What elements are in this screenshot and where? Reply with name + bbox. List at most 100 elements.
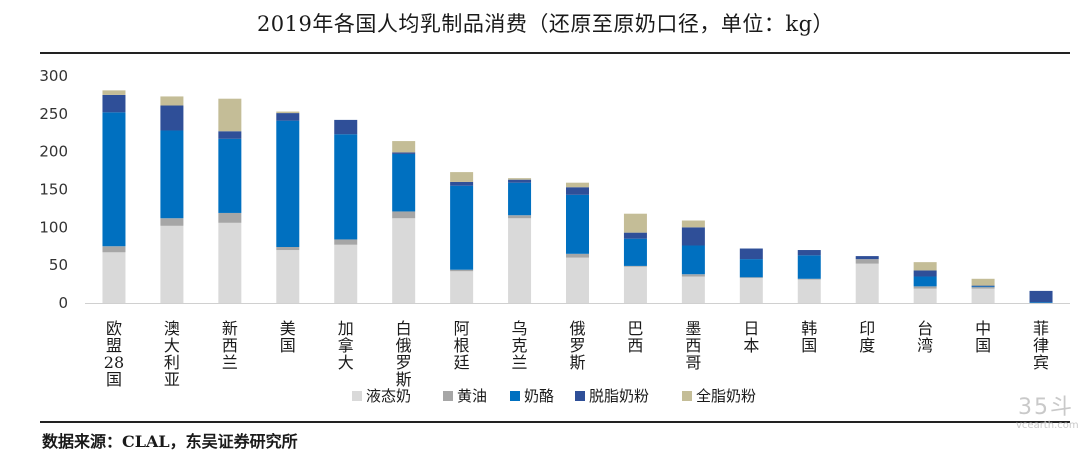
bar-segment [276,113,300,121]
bar-segment [971,286,995,288]
bar-segment [392,218,416,303]
bar-segment [623,266,647,303]
legend-swatch [443,391,453,401]
bar-segment [1029,290,1053,303]
x-axis-labels: 欧盟 28 国 澳大利亚 新西兰 美国 加拿大 白俄罗斯 阿根廷 乌克兰 俄罗斯 巴西 墨西哥 日本 韩国 印… [104,319,1049,389]
bar-segment [971,288,995,303]
bar-segment [450,185,474,270]
bar-segment [623,213,647,233]
x-tick-label: 加拿大 [338,319,354,372]
bar-segment [160,130,184,219]
x-tick-label: 白俄罗斯 [396,319,412,389]
legend-swatch [682,391,692,401]
x-tick-label: 巴西 [627,319,643,355]
bar-segment [739,277,763,279]
bar-segment [913,286,937,289]
bar-segment [276,120,300,247]
y-tick-label: 0 [58,294,68,312]
bar-segment [797,279,821,303]
bar-segment [508,215,532,219]
bar-segment [971,287,995,289]
bar-segment [160,218,184,226]
bar-segment [739,248,763,260]
bar-segment [218,222,242,303]
x-tick-label: 墨西哥 [685,319,701,372]
bar-segment [681,245,705,275]
legend-swatch [510,391,520,401]
y-tick-label: 200 [39,143,68,161]
y-tick-label: 50 [49,256,68,274]
bar-segment [392,211,416,219]
bar-segment [218,98,242,132]
bar-segment [276,111,300,114]
source-note: 数据来源：CLAL，东吴证券研究所 [42,432,298,451]
bar-segment [392,153,416,212]
x-tick-label: 印度 [859,319,875,355]
bar-segment [218,138,242,213]
bar-segment [681,276,705,303]
bar-segment [218,212,242,223]
bar-segment [102,246,126,253]
bar-segment [392,152,416,154]
bar-segment [102,252,126,303]
bar-segment [913,288,937,303]
watermark-site: vcearth.com [1016,420,1079,431]
stacked-bar-chart: 0 50 100 150 200 250 300 欧盟 28 国 澳大利亚 新西兰 美国 加拿大 白俄罗斯… [39,67,1070,405]
bar-segment [566,257,589,303]
x-tick-label: 台湾 [917,319,933,355]
y-tick-label: 150 [39,181,68,199]
bar-segment [450,181,474,186]
bar-segment [508,178,532,180]
bar-segment [160,96,184,106]
y-tick-label: 300 [39,67,68,85]
legend-swatch [352,391,362,401]
x-tick-label: 韩国 [801,319,817,355]
bar-segment [334,119,358,135]
bar-segment [623,232,647,239]
legend-swatch [575,391,585,401]
bar-segment [971,285,995,287]
x-tick-label: 俄罗斯 [569,319,585,372]
title-divider [40,52,1070,54]
bar-segment [797,250,821,256]
bar-segment [797,255,821,279]
y-axis: 0 50 100 150 200 250 300 [39,67,1070,312]
source-divider [40,421,1070,423]
bar-segment [102,90,126,95]
x-tick-label: 日本 [743,319,759,355]
bars [102,90,1053,303]
chart-title: 2019年各国人均乳制品消费（还原至原奶口径，单位：kg） [256,12,835,36]
y-tick-label: 250 [39,105,68,123]
x-tick-label: 中国 [975,319,991,355]
bar-segment [913,262,937,271]
bar-segment [334,244,358,303]
legend-label: 液态奶 [366,387,411,405]
bar-segment [855,256,879,260]
bar-segment [218,131,242,139]
bar-segment [508,218,532,303]
bar-segment [276,247,300,251]
bar-segment [566,187,589,195]
bar-segment [739,259,763,278]
x-tick-label: 欧盟 28 国 [104,319,124,389]
x-tick-label: 美国 [280,319,296,355]
x-tick-label: 新西兰 [222,319,238,372]
x-tick-label: 菲律宾 [1033,319,1049,372]
y-tick-label: 100 [39,218,68,236]
x-tick-label: 澳大利亚 [164,319,180,389]
bar-segment [566,182,589,188]
bar-segment [913,276,937,287]
bar-segment [623,238,647,266]
bar-segment [160,225,184,303]
bar-segment [508,179,532,183]
bar-segment [797,278,821,280]
bar-segment [102,94,126,113]
x-tick-label: 阿根廷 [454,319,470,372]
x-tick-label: 乌克兰 [512,319,528,372]
bar-segment [681,274,705,277]
legend-label: 脱脂奶粉 [589,387,649,405]
bar-segment [334,239,358,245]
bar-segment [913,270,937,277]
legend-label: 黄油 [457,387,487,405]
bar-segment [566,253,589,258]
